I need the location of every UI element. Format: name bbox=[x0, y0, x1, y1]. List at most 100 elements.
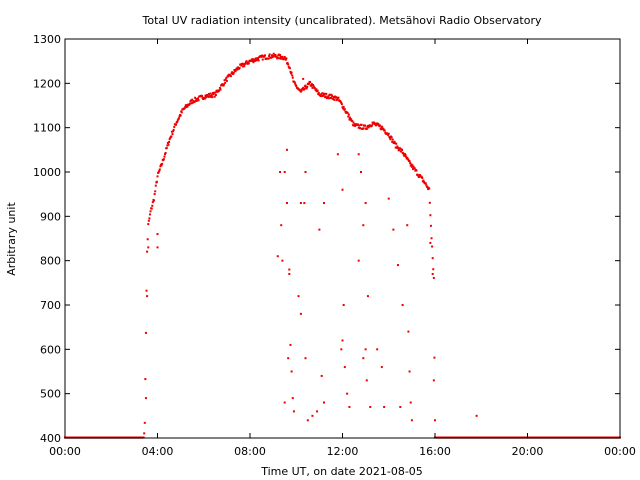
data-point bbox=[236, 68, 239, 71]
data-point bbox=[234, 70, 237, 73]
data-point bbox=[218, 86, 221, 89]
data-point bbox=[318, 228, 321, 231]
data-point bbox=[175, 123, 177, 126]
data-point bbox=[409, 162, 412, 165]
data-point bbox=[255, 59, 258, 62]
data-point bbox=[163, 155, 166, 158]
data-point bbox=[324, 95, 327, 98]
data-point bbox=[162, 158, 165, 161]
data-point bbox=[407, 330, 410, 333]
data-point bbox=[299, 202, 302, 205]
data-point bbox=[147, 246, 150, 249]
data-point bbox=[431, 257, 434, 260]
data-point bbox=[166, 141, 169, 144]
data-point bbox=[386, 132, 389, 135]
x-tick-label: 16:00 bbox=[419, 445, 451, 458]
data-point bbox=[302, 86, 305, 89]
data-point bbox=[333, 98, 336, 101]
data-point bbox=[257, 59, 260, 62]
data-point bbox=[346, 392, 349, 395]
data-point bbox=[357, 126, 360, 129]
data-point bbox=[155, 180, 158, 183]
data-point bbox=[323, 92, 326, 95]
data-point bbox=[370, 124, 373, 127]
data-point bbox=[293, 81, 296, 84]
data-point bbox=[360, 171, 362, 173]
data-point bbox=[329, 96, 332, 99]
data-point bbox=[230, 72, 233, 75]
data-point bbox=[362, 357, 365, 360]
data-point bbox=[392, 142, 395, 145]
data-point bbox=[430, 237, 433, 240]
data-point bbox=[288, 67, 291, 70]
data-point bbox=[147, 219, 150, 222]
data-point bbox=[417, 174, 420, 177]
data-point bbox=[213, 91, 216, 94]
data-point bbox=[428, 187, 431, 190]
data-point bbox=[294, 82, 297, 85]
data-point bbox=[272, 55, 275, 58]
data-point bbox=[351, 124, 354, 127]
data-point bbox=[283, 57, 286, 60]
y-tick-label: 600 bbox=[40, 343, 61, 356]
data-point bbox=[422, 179, 425, 182]
data-point bbox=[320, 95, 323, 98]
data-point bbox=[185, 104, 188, 107]
data-point bbox=[348, 405, 351, 408]
data-point bbox=[288, 268, 291, 271]
data-point bbox=[210, 94, 213, 97]
data-point bbox=[280, 57, 283, 60]
data-point bbox=[279, 55, 282, 58]
data-point bbox=[286, 61, 289, 64]
data-point bbox=[242, 63, 245, 66]
data-point bbox=[352, 121, 355, 124]
data-point bbox=[357, 259, 360, 262]
data-point bbox=[364, 124, 367, 127]
data-point bbox=[242, 65, 245, 68]
data-point bbox=[190, 102, 193, 105]
data-point bbox=[146, 295, 149, 298]
data-point bbox=[283, 401, 286, 404]
data-point bbox=[299, 312, 302, 315]
data-point bbox=[221, 83, 224, 86]
data-point bbox=[254, 59, 257, 62]
data-point bbox=[353, 123, 356, 126]
data-point bbox=[388, 135, 391, 138]
data-point bbox=[336, 153, 339, 156]
data-point bbox=[321, 92, 324, 95]
y-tick-label: 800 bbox=[40, 255, 61, 268]
data-point bbox=[205, 96, 208, 99]
data-point bbox=[376, 122, 379, 125]
data-point bbox=[153, 193, 156, 196]
data-point bbox=[224, 78, 227, 81]
data-point bbox=[373, 122, 376, 125]
data-point bbox=[304, 84, 307, 87]
x-tick-label: 12:00 bbox=[327, 445, 359, 458]
data-point bbox=[197, 99, 200, 102]
data-point bbox=[212, 92, 214, 95]
y-tick-label: 900 bbox=[40, 210, 61, 223]
data-point bbox=[231, 71, 234, 74]
data-point bbox=[313, 86, 316, 89]
data-point bbox=[278, 57, 281, 60]
data-point bbox=[280, 224, 283, 227]
data-point bbox=[170, 135, 173, 138]
data-point bbox=[277, 53, 280, 56]
data-point bbox=[411, 164, 414, 167]
data-point bbox=[327, 95, 330, 98]
data-point bbox=[306, 419, 309, 422]
data-point bbox=[364, 348, 367, 351]
data-point bbox=[144, 397, 147, 400]
data-point bbox=[250, 59, 253, 62]
data-point bbox=[264, 54, 267, 57]
y-axis-label: Arbitrary unit bbox=[5, 202, 18, 276]
data-point bbox=[395, 142, 398, 145]
data-point bbox=[309, 81, 312, 84]
data-point bbox=[202, 98, 205, 101]
data-point bbox=[149, 210, 152, 213]
data-point bbox=[343, 366, 346, 369]
data-point bbox=[286, 202, 288, 205]
data-point bbox=[353, 124, 356, 127]
data-point bbox=[195, 97, 198, 100]
data-point bbox=[399, 150, 402, 153]
